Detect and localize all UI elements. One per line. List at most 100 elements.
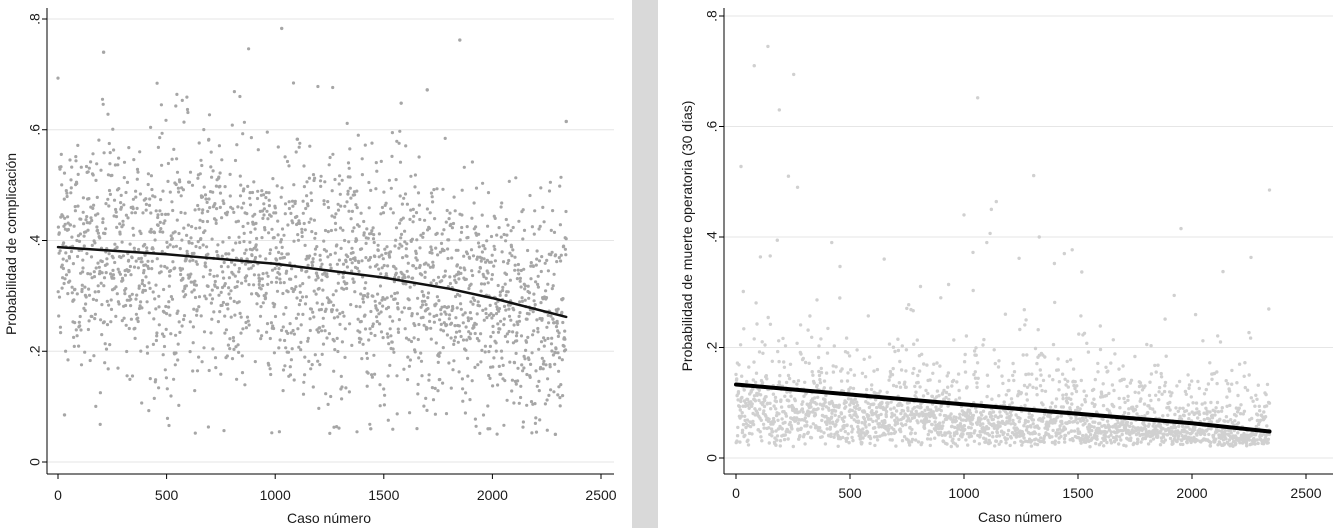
scatter-point <box>152 231 157 235</box>
scatter-point <box>999 414 1003 418</box>
scatter-point <box>492 356 496 360</box>
scatter-point <box>298 298 303 303</box>
scatter-point <box>272 326 276 331</box>
scatter-point <box>132 158 136 162</box>
scatter-point <box>399 236 403 240</box>
scatter-point <box>826 326 830 331</box>
scatter-point <box>362 231 366 235</box>
scatter-point <box>847 354 852 358</box>
scatter-point <box>1184 409 1189 413</box>
scatter-point <box>1109 433 1113 437</box>
scatter-point <box>524 340 529 344</box>
scatter-point <box>236 280 240 284</box>
scatter-point <box>381 211 386 215</box>
scatter-point <box>993 361 997 366</box>
scatter-point <box>133 211 137 215</box>
scatter-point <box>753 399 758 403</box>
scatter-point <box>159 227 163 231</box>
scatter-point <box>543 402 548 406</box>
scatter-point <box>259 305 263 309</box>
scatter-point <box>169 332 173 336</box>
scatter-point <box>204 265 208 269</box>
scatter-point <box>196 176 200 180</box>
scatter-point <box>384 272 388 276</box>
scatter-point <box>157 305 161 309</box>
scatter-point <box>1157 385 1162 390</box>
scatter-point <box>277 346 281 350</box>
scatter-point <box>106 367 110 371</box>
scatter-point <box>304 257 308 261</box>
scatter-point <box>417 155 421 159</box>
scatter-point <box>500 356 504 360</box>
scatter-point <box>554 325 559 329</box>
scatter-point <box>877 425 881 429</box>
scatter-point <box>795 341 799 345</box>
scatter-point <box>150 259 154 263</box>
scatter-point <box>783 433 787 437</box>
scatter-point <box>499 235 503 239</box>
scatter-point <box>795 185 800 189</box>
scatter-point <box>518 279 522 283</box>
scatter-point <box>1207 417 1212 421</box>
scatter-point <box>451 368 455 372</box>
scatter-point <box>345 121 349 125</box>
scatter-point <box>1075 384 1079 388</box>
scatter-point <box>887 432 891 436</box>
scatter-point <box>253 360 257 364</box>
scatter-point <box>322 239 326 243</box>
scatter-point <box>539 365 543 370</box>
scatter-point <box>106 173 110 177</box>
scatter-point <box>1061 396 1065 401</box>
scatter-point <box>1127 407 1131 411</box>
scatter-point <box>328 263 332 267</box>
scatter-point <box>1168 408 1172 412</box>
scatter-point <box>136 316 140 320</box>
scatter-point <box>1085 419 1089 423</box>
scatter-point <box>1219 409 1224 413</box>
scatter-point <box>137 247 141 252</box>
scatter-point <box>515 331 519 335</box>
scatter-point <box>222 429 226 433</box>
scatter-point <box>1042 412 1047 416</box>
scatter-point <box>549 253 553 257</box>
scatter-point <box>744 425 748 430</box>
scatter-point <box>66 227 70 232</box>
scatter-point <box>1172 293 1176 298</box>
scatter-point <box>429 326 433 330</box>
scatter-point <box>811 373 815 377</box>
scatter-point <box>339 246 343 250</box>
scatter-point <box>397 141 401 145</box>
scatter-point <box>274 211 278 215</box>
scatter-point <box>436 389 440 393</box>
scatter-point <box>1025 353 1029 357</box>
scatter-point <box>289 331 293 335</box>
scatter-point <box>437 299 441 303</box>
scatter-point <box>791 444 795 449</box>
scatter-point <box>228 337 232 341</box>
scatter-point <box>473 365 477 369</box>
scatter-point <box>977 420 982 424</box>
scatter-point <box>422 404 426 408</box>
scatter-point <box>773 395 778 400</box>
scatter-point <box>559 175 563 179</box>
scatter-point <box>147 281 151 285</box>
scatter-point <box>1173 412 1177 417</box>
scatter-point <box>836 418 840 422</box>
scatter-point <box>1117 367 1121 371</box>
scatter-point <box>359 211 363 215</box>
scatter-point <box>465 225 469 229</box>
scatter-point <box>114 210 118 214</box>
scatter-point <box>491 384 495 388</box>
scatter-point <box>998 424 1002 428</box>
scatter-point <box>92 275 97 279</box>
scatter-point <box>338 312 342 316</box>
scatter-point <box>169 234 173 238</box>
scatter-point <box>1208 410 1212 414</box>
scatter-point <box>1202 392 1207 396</box>
scatter-point <box>777 380 781 384</box>
scatter-point <box>215 274 219 278</box>
scatter-point <box>866 314 870 318</box>
scatter-point <box>482 244 486 248</box>
scatter-point <box>109 272 113 276</box>
scatter-point <box>112 198 117 202</box>
